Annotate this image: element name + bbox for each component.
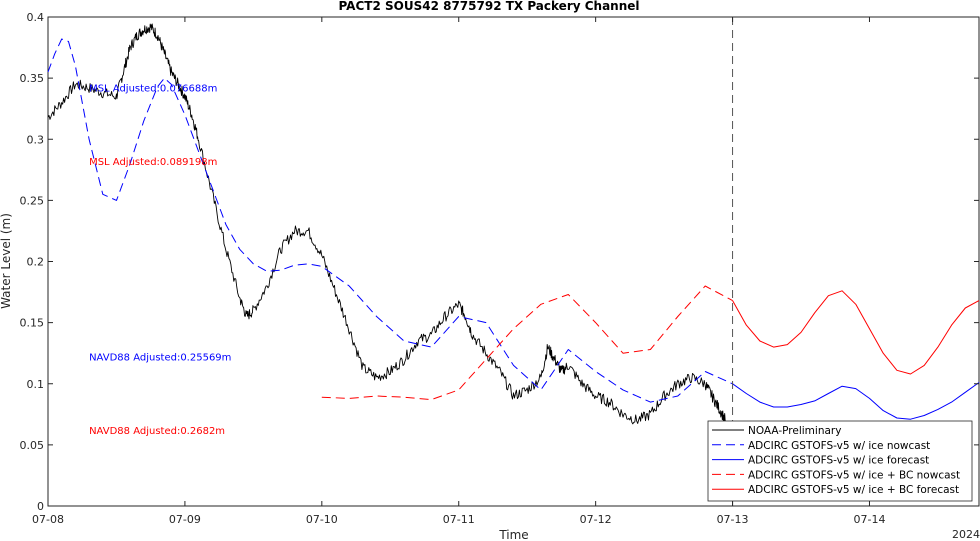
year-label: 2024 (952, 528, 980, 541)
datum-annotations: MSL Adjusted:0.076688m MSL Adjusted:0.089… (89, 84, 231, 437)
legend-entry: ADCIRC GSTOFS-v5 w/ ice + BC forecast (748, 484, 959, 496)
y-axis-ticks: 0 0.05 0.1 0.15 0.2 0.25 0.3 0.35 0.4 (20, 11, 979, 513)
series-line-4 (732, 290, 980, 375)
y-tick-label: 0.05 (20, 439, 45, 452)
legend-entry: NOAA-Preliminary (748, 425, 841, 437)
y-tick-label: 0.4 (27, 11, 45, 24)
x-tick-label: 07-09 (169, 513, 201, 526)
x-tick-label: 07-11 (443, 513, 475, 526)
x-tick-label: 07-13 (717, 513, 749, 526)
series-line-1 (47, 38, 733, 403)
series-lines (47, 23, 980, 425)
chart-title: PACT2 SOUS42 8775792 TX Packery Channel (338, 0, 639, 13)
annotation-3: NAVD88 Adjusted:0.2682m (89, 426, 225, 437)
series-line-2 (732, 382, 980, 420)
y-tick-label: 0.1 (27, 378, 45, 391)
legend-entry: ADCIRC GSTOFS-v5 w/ ice nowcast (748, 440, 930, 452)
y-tick-label: 0 (37, 500, 44, 513)
annotation-0: MSL Adjusted:0.076688m (89, 84, 217, 95)
y-tick-label: 0.15 (20, 317, 45, 330)
series-line-0 (47, 23, 727, 425)
legend: NOAA-Preliminary ADCIRC GSTOFS-v5 w/ ice … (707, 420, 973, 502)
y-tick-label: 0.3 (27, 133, 45, 146)
series-line-3 (321, 285, 733, 401)
legend-entry: ADCIRC GSTOFS-v5 w/ ice forecast (748, 455, 929, 467)
x-tick-label: 07-14 (853, 513, 885, 526)
x-tick-label: 07-10 (306, 513, 338, 526)
y-tick-label: 0.2 (27, 256, 45, 269)
legend-box (707, 420, 973, 502)
annotation-1: MSL Adjusted:0.089198m (89, 157, 217, 168)
x-axis-title: Time (498, 528, 528, 541)
x-tick-label: 07-12 (580, 513, 612, 526)
legend-entry: ADCIRC GSTOFS-v5 w/ ice + BC nowcast (748, 469, 960, 481)
y-axis-title: Water Level (m) (0, 213, 13, 309)
annotation-2: NAVD88 Adjusted:0.25569m (89, 353, 231, 364)
y-tick-label: 0.35 (20, 72, 45, 85)
x-tick-label: 07-08 (32, 513, 64, 526)
x-axis-ticks: 07-08 07-09 07-10 07-11 07-12 07-13 07-14 (32, 17, 885, 526)
y-tick-label: 0.25 (20, 194, 45, 207)
